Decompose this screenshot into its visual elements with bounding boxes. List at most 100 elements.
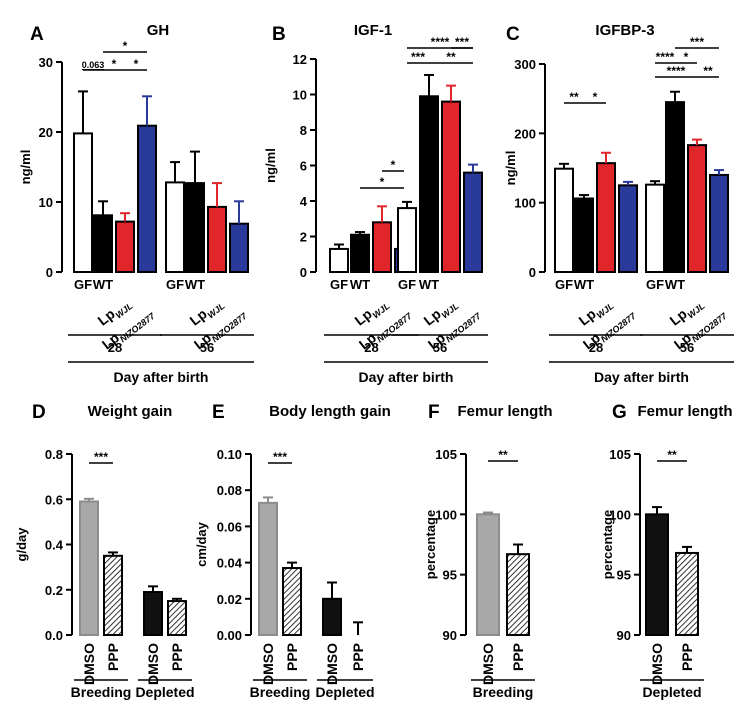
bar-e-Breeding-DMSO <box>258 501 278 636</box>
sig-label-d: *** <box>94 450 108 464</box>
bar-b-56-WT <box>419 95 439 274</box>
sig-label-a: 0.063 <box>82 60 105 70</box>
x-tick-label-e: DMSO <box>324 643 340 685</box>
sig-label-b: * <box>391 158 396 172</box>
y-axis-label-d: g/day <box>14 527 29 562</box>
bar-a-28-WT <box>93 214 113 274</box>
bar-b-56-LpWJL <box>441 100 461 273</box>
bar-b-28-LpWJL <box>372 221 392 274</box>
y-axis-label-b: ng/ml <box>263 148 278 183</box>
bar-c-56-GF <box>645 183 665 273</box>
bar-f-Breeding-DMSO <box>476 513 500 636</box>
y-axis-label-e: cm/day <box>194 521 209 567</box>
x-tick-label-a: GF <box>74 277 92 292</box>
group-label-d: Breeding <box>71 684 132 700</box>
y-tick-label-b: 0 <box>300 265 307 280</box>
bar-c-28-WT <box>574 197 594 273</box>
panel-label-g: G <box>612 402 627 423</box>
sig-label-c: **** <box>656 50 675 64</box>
group-label-b: 28 <box>364 340 378 355</box>
sig-label-b: * <box>380 175 385 189</box>
bar-e-Depleted-DMSO <box>322 597 342 636</box>
group-label-a: 28 <box>108 340 122 355</box>
bar-g-Depleted-PPP <box>675 551 699 636</box>
bar-f-Breeding-PPP <box>506 553 530 636</box>
y-tick-label-f: 105 <box>435 447 457 462</box>
sig-label-a: * <box>112 57 117 71</box>
panel-label-f: F <box>428 402 440 423</box>
y-axis-label-a: ng/ml <box>18 150 33 185</box>
x-tick-label-d: PPP <box>169 643 185 671</box>
y-tick-label-f: 95 <box>443 568 457 583</box>
x-tick-label-a: LpWJL <box>187 294 227 331</box>
panel-title-c: IGFBP-3 <box>595 22 654 39</box>
group-label-c: 28 <box>589 340 603 355</box>
sig-label-b: *** <box>411 50 425 64</box>
y-tick-label-d: 0.6 <box>45 492 63 507</box>
x-axis-label-b: Day after birth <box>359 369 454 385</box>
x-tick-label-c: LpWJL <box>667 294 707 331</box>
x-tick-label-f: DMSO <box>480 643 496 685</box>
y-tick-label-g: 95 <box>617 568 631 583</box>
bar-a-56-GF <box>165 181 185 273</box>
x-tick-label-g: PPP <box>679 643 695 671</box>
bar-b-56-LpNIZO2877 <box>463 171 483 274</box>
sig-label-c: * <box>684 50 689 64</box>
sig-label-c: * <box>593 90 598 104</box>
bar-c-56-LpWJL <box>687 144 707 273</box>
y-tick-label-b: 8 <box>300 123 307 138</box>
bar-b-56-GF <box>397 207 417 274</box>
y-tick-label-c: 100 <box>514 196 536 211</box>
y-tick-label-d: 0.0 <box>45 628 63 643</box>
x-axis-label-c: Day after birth <box>594 369 689 385</box>
x-tick-label-b: GF <box>398 277 416 292</box>
bar-c-28-LpNIZO2877 <box>618 184 638 273</box>
x-tick-label-g: DMSO <box>649 643 665 685</box>
x-tick-label-c: WT <box>665 277 685 292</box>
y-tick-label-b: 4 <box>300 194 308 209</box>
group-label-e: Depleted <box>315 684 374 700</box>
y-tick-label-f: 100 <box>435 507 457 522</box>
y-tick-label-c: 200 <box>514 126 536 141</box>
x-tick-label-c: GF <box>646 277 664 292</box>
x-tick-label-d: PPP <box>105 643 121 671</box>
panel-title-e: Body length gain <box>269 403 391 420</box>
sig-label-g: ** <box>667 448 677 462</box>
sig-label-e: *** <box>273 450 287 464</box>
x-tick-label-b: WT <box>350 277 370 292</box>
x-tick-label-a: LpWJL <box>95 294 135 331</box>
sig-label-c: **** <box>667 64 686 78</box>
x-tick-label-f: PPP <box>510 643 526 671</box>
group-label-b: 56 <box>433 340 447 355</box>
x-tick-label-b: LpWJL <box>421 294 461 331</box>
bar-c-56-WT <box>665 101 685 273</box>
x-tick-label-a: WT <box>93 277 113 292</box>
y-tick-label-f: 90 <box>443 628 457 643</box>
y-tick-label-c: 300 <box>514 57 536 72</box>
y-tick-label-a: 10 <box>39 195 53 210</box>
bar-c-28-GF <box>554 167 574 273</box>
x-tick-label-b: GF <box>330 277 348 292</box>
y-tick-label-g: 90 <box>617 628 631 643</box>
bar-b-28-GF <box>329 247 349 274</box>
y-axis-label-c: ng/ml <box>503 151 518 186</box>
bar-a-56-LpNIZO2877 <box>229 222 249 273</box>
x-tick-label-e: PPP <box>350 643 366 671</box>
y-tick-label-d: 0.8 <box>45 447 63 462</box>
group-label-a: 56 <box>200 340 214 355</box>
bar-d-Depleted-DMSO <box>143 591 163 637</box>
group-label-d: Depleted <box>135 684 194 700</box>
panel-label-a: A <box>30 24 44 45</box>
y-tick-label-b: 2 <box>300 230 307 245</box>
y-tick-label-e: 0.04 <box>217 556 243 571</box>
y-tick-label-e: 0.10 <box>217 447 242 462</box>
y-tick-label-c: 0 <box>529 265 536 280</box>
bar-c-56-LpNIZO2877 <box>709 173 729 273</box>
y-tick-label-a: 30 <box>39 55 53 70</box>
bar-g-Depleted-DMSO <box>645 513 669 636</box>
y-tick-label-e: 0.02 <box>217 592 242 607</box>
y-tick-label-b: 6 <box>300 159 307 174</box>
y-tick-label-e: 0.08 <box>217 483 242 498</box>
y-tick-label-d: 0.4 <box>45 538 64 553</box>
